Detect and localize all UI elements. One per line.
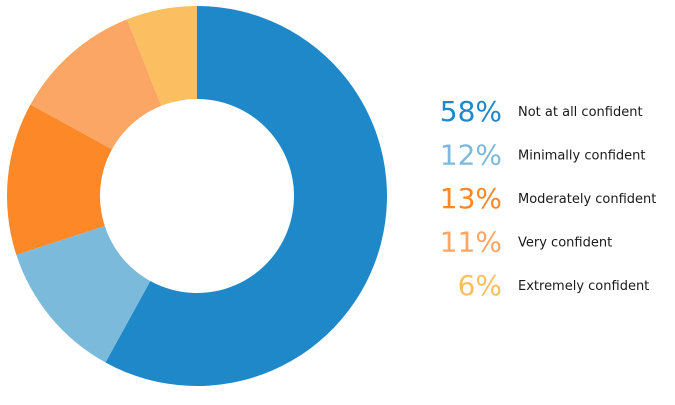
legend-label-moderately-confident: Moderately confident [518,192,656,207]
legend-label-very-confident: Very confident [518,236,612,251]
legend-percent-moderately-confident: 13% [440,182,502,215]
legend-label-not-at-all-confident: Not at all confident [518,105,643,120]
donut-slice-moderately-confident [7,104,112,255]
donut-slice-minimally-confident [16,225,151,363]
legend-percent-very-confident: 11% [440,226,502,259]
legend-label-extremely-confident: Extremely confident [518,279,649,294]
donut-slice-not-at-all-confident [105,6,387,386]
legend-percent-minimally-confident: 12% [440,139,502,172]
donut-slice-very-confident [30,19,162,150]
donut-slice-extremely-confident [127,6,197,106]
legend-percent-extremely-confident: 6% [458,269,502,302]
legend-label-minimally-confident: Minimally confident [518,149,645,164]
donut-slices [7,6,387,386]
legend: 58% Not at all confident 12% Minimally conf… [440,95,657,302]
legend-percent-not-at-all-confident: 58% [440,95,502,128]
